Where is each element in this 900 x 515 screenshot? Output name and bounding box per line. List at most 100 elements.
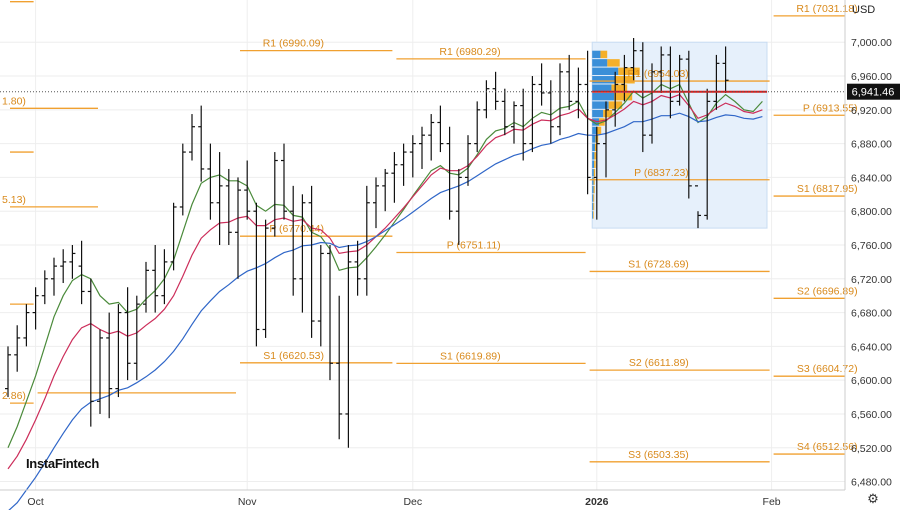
ohlc-bar <box>465 135 471 186</box>
ohlc-bar <box>41 270 48 305</box>
x-tick-label: Feb <box>763 496 781 508</box>
ohlc-bar <box>308 185 315 338</box>
ohlc-bar <box>575 67 582 119</box>
volume-bar <box>614 92 633 101</box>
ohlc-bar <box>557 63 563 136</box>
volume-bar <box>593 211 594 219</box>
x-tick-label: Dec <box>403 496 422 508</box>
volume-bar <box>618 67 640 76</box>
y-tick-label: 6,760.00 <box>851 240 892 252</box>
volume-bar <box>592 84 612 92</box>
ohlc-bar <box>400 143 407 186</box>
pivot-label: R1 (6980.29) <box>439 46 500 58</box>
y-tick-label: 6,640.00 <box>851 341 892 353</box>
pivot-label: S3 (6604.72) <box>797 363 858 375</box>
ohlc-bar <box>253 202 260 347</box>
y-tick-label: 6,480.00 <box>851 477 892 489</box>
y-tick-label: 6,880.00 <box>851 139 892 151</box>
ohlc-bar <box>51 257 57 296</box>
ohlc-bar <box>520 88 527 161</box>
ohlc-bar <box>179 143 186 216</box>
ohlc-bar <box>87 278 94 427</box>
ohlc-bar <box>492 71 499 110</box>
currency-label[interactable]: USD <box>852 4 876 16</box>
pivot-label: S2 (6611.89) <box>629 357 689 369</box>
volume-bar <box>592 194 594 202</box>
volume-bar <box>592 168 594 177</box>
volume-bar <box>592 92 615 101</box>
volume-bar <box>592 59 608 67</box>
ohlc-bar <box>419 126 425 169</box>
ohlc-bar <box>336 295 343 440</box>
x-tick-label: 2026 <box>585 496 609 508</box>
volume-bar <box>592 126 598 135</box>
ohlc-bar <box>584 50 591 195</box>
pivot-label: S4 (6512.56) <box>797 441 858 453</box>
pivot-label: P (6751.11) <box>447 240 501 252</box>
ohlc-bar <box>685 50 692 199</box>
ohlc-bar <box>409 135 416 178</box>
watermark-logo: InstaFintech <box>26 456 99 471</box>
ohlc-bar <box>391 152 398 203</box>
ohlc-bar <box>161 249 168 305</box>
volume-bar <box>592 152 595 160</box>
volume-bar <box>607 59 620 67</box>
ohlc-bar <box>667 46 674 119</box>
ohlc-bar <box>207 143 214 220</box>
ohlc-bar <box>612 71 619 127</box>
ohlc-bar <box>483 80 490 119</box>
y-tick-label: 7,000.00 <box>851 37 892 49</box>
pivot-label: 1.80) <box>2 95 26 107</box>
ohlc-bar <box>5 346 11 398</box>
ohlc-bar <box>97 329 103 414</box>
moving-average-line-3 <box>7 112 763 512</box>
ohlc-bar <box>446 126 453 220</box>
pivot-label: 2.86) <box>2 390 26 402</box>
pivot-label: S1 (6619.89) <box>440 350 501 362</box>
volume-bar <box>592 67 619 76</box>
ohlc-bar <box>32 287 39 330</box>
y-tick-label: 6,600.00 <box>851 375 892 387</box>
y-tick-label: 6,840.00 <box>851 172 892 184</box>
ohlc-bar <box>198 105 205 182</box>
ohlc-bar <box>317 245 324 347</box>
y-tick-label: 6,560.00 <box>851 409 892 421</box>
volume-bar <box>593 185 595 194</box>
volume-bar <box>592 211 594 219</box>
volume-bar <box>593 168 596 177</box>
x-tick-label: Nov <box>238 496 257 508</box>
ohlc-bar <box>501 88 508 136</box>
ohlc-bar <box>529 76 536 153</box>
ohlc-bar <box>216 152 223 245</box>
volume-bar <box>592 50 601 59</box>
ohlc-bar <box>593 126 600 220</box>
pivot-label: S2 (6696.89) <box>797 285 858 297</box>
ohlc-bar <box>106 312 113 419</box>
pivot-label: S3 (6503.35) <box>628 449 689 461</box>
volume-bar <box>594 152 597 160</box>
pivot-label: P (6837.23) <box>634 167 689 179</box>
volume-bar <box>593 194 595 202</box>
ohlc-bar <box>290 185 297 296</box>
volume-bar <box>592 76 616 84</box>
y-tick-label: 6,960.00 <box>851 71 892 83</box>
volume-bar <box>592 160 595 168</box>
last-price-tag <box>847 83 900 100</box>
settings-icon[interactable]: ⚙ <box>867 491 879 506</box>
volume-bar <box>592 185 594 194</box>
y-tick-label: 6,800.00 <box>851 206 892 218</box>
ohlc-bar <box>713 54 720 110</box>
ohlc-bar <box>281 143 287 220</box>
ohlc-bar <box>695 185 701 229</box>
ohlc-bar <box>676 54 683 106</box>
moving-average-line-2 <box>7 93 763 470</box>
pivot-label: R1 (6990.09) <box>263 38 324 50</box>
ohlc-bar <box>455 168 462 245</box>
ohlc-bar <box>143 261 149 313</box>
ohlc-bar <box>474 101 481 153</box>
ohlc-bar <box>382 168 389 212</box>
volume-bar <box>611 84 628 92</box>
volume-bar <box>594 143 598 152</box>
